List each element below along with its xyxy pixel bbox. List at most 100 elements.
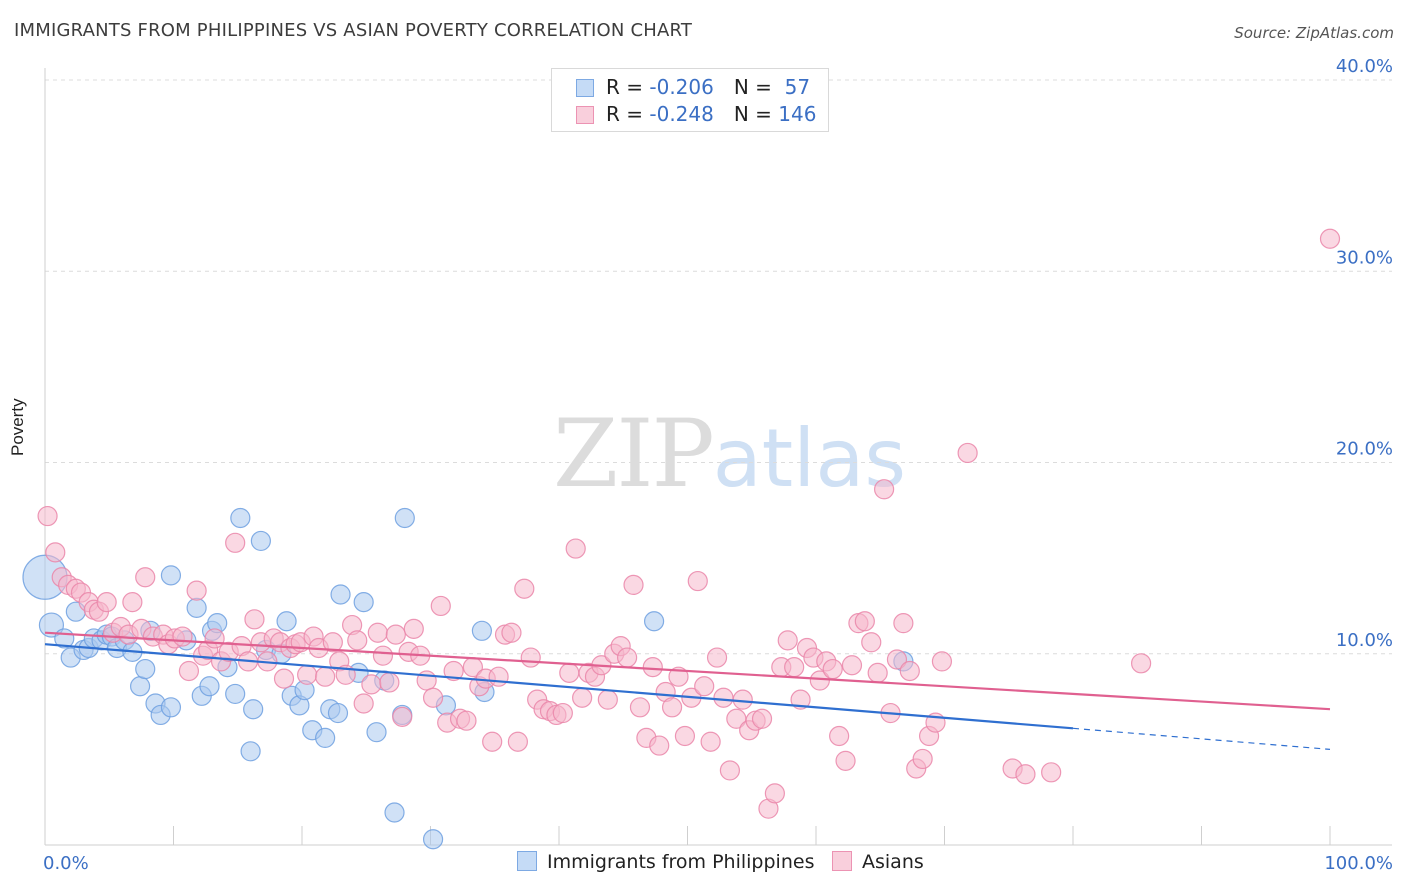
point-asians <box>1131 653 1152 674</box>
point-asians <box>874 479 895 500</box>
point-asians <box>829 725 850 747</box>
point-asians <box>315 666 336 687</box>
point-asians <box>661 697 683 718</box>
bottom-legend-asians: Asians <box>832 851 924 873</box>
point-asians <box>617 647 638 668</box>
trend-line-asians <box>44 631 1331 711</box>
point-philippines <box>230 507 251 529</box>
point-asians <box>687 570 708 592</box>
legend-r-label: R = <box>606 102 650 126</box>
point-asians <box>482 731 503 752</box>
point-asians <box>372 645 394 666</box>
y-axis-label: Poverty <box>8 398 27 456</box>
point-asians <box>713 687 734 708</box>
point-asians <box>674 725 696 747</box>
point-asians <box>899 660 920 682</box>
point-asians <box>385 624 406 645</box>
point-asians <box>347 630 368 651</box>
watermark: ZIPatlas <box>553 400 906 509</box>
point-asians <box>732 689 753 710</box>
point-philippines <box>250 530 271 552</box>
point-asians <box>893 613 914 634</box>
point-asians <box>764 783 785 804</box>
point-asians <box>629 697 651 718</box>
legend-swatch-asians <box>576 106 594 124</box>
point-asians <box>861 632 882 653</box>
point-asians <box>172 626 193 647</box>
point-asians <box>867 662 888 683</box>
point-philippines <box>327 702 349 724</box>
point-asians <box>623 574 644 596</box>
point-philippines <box>129 676 151 697</box>
point-asians <box>501 622 522 643</box>
point-asians <box>367 622 388 643</box>
legend-r-label: R = <box>606 75 650 99</box>
legend-swatch-philippines <box>576 79 594 97</box>
point-asians <box>642 657 663 678</box>
x-tick-label-max: 100.0% <box>1324 853 1393 874</box>
bottom-legend-swatch-philippines <box>517 851 537 871</box>
point-philippines <box>422 829 444 850</box>
point-philippines <box>471 620 492 641</box>
point-asians <box>430 595 451 617</box>
point-asians <box>456 710 477 731</box>
point-philippines <box>160 697 182 718</box>
point-asians <box>597 689 618 710</box>
point-philippines <box>384 802 405 823</box>
point-asians <box>244 609 265 630</box>
point-asians <box>122 592 143 613</box>
bottom-legend-label-asians: Asians <box>862 851 924 873</box>
point-asians <box>552 702 573 724</box>
legend: R = -0.206 N = 57 R = -0.248 N = 146 <box>551 68 829 132</box>
bottom-legend-label-philippines: Immigrants from Philippines <box>547 851 815 873</box>
point-philippines <box>243 699 264 720</box>
chart-title: IMMIGRANTS FROM PHILIPPINES VS ASIAN POV… <box>14 20 693 41</box>
legend-r-value: -0.248 <box>649 102 714 126</box>
point-asians <box>392 706 413 727</box>
point-asians <box>1319 228 1341 249</box>
point-asians <box>559 662 580 683</box>
point-asians <box>854 611 875 632</box>
x-tick-label-min: 0.0% <box>43 853 89 874</box>
y-tick-label: 20.0% <box>1336 439 1393 460</box>
watermark-atlas: atlas <box>712 412 907 505</box>
point-philippines <box>394 507 415 529</box>
point-asians <box>403 618 424 639</box>
point-asians <box>273 668 295 689</box>
point-asians <box>777 630 798 651</box>
point-philippines <box>225 683 246 705</box>
point-asians <box>178 660 200 682</box>
point-asians <box>443 660 464 682</box>
point-asians <box>135 567 156 588</box>
point-asians <box>565 538 586 559</box>
point-philippines <box>186 597 207 618</box>
point-asians <box>706 647 728 668</box>
point-philippines <box>366 722 387 743</box>
point-asians <box>694 676 715 697</box>
legend-n-value: 57 <box>778 75 811 99</box>
point-philippines <box>240 741 261 762</box>
y-tick-label: 10.0% <box>1336 630 1393 651</box>
point-asians <box>835 750 856 771</box>
point-asians <box>297 664 318 685</box>
point-asians <box>886 649 908 670</box>
point-asians <box>37 505 58 527</box>
point-asians <box>186 580 207 601</box>
legend-n-value: 146 <box>778 102 817 126</box>
point-asians <box>572 687 593 708</box>
point-asians <box>790 689 811 710</box>
legend-r-value: -0.206 <box>649 75 714 99</box>
trend-line-extension-philippines <box>1072 727 1331 750</box>
point-asians <box>784 657 805 678</box>
point-asians <box>668 666 689 687</box>
point-asians <box>507 731 528 752</box>
point-asians <box>322 632 343 653</box>
point-philippines <box>353 592 374 613</box>
point-asians <box>751 708 773 729</box>
point-philippines <box>160 565 182 586</box>
legend-n-label: N = <box>733 75 779 99</box>
point-asians <box>809 670 830 691</box>
legend-row-asians: R = -0.248 N = 146 <box>576 102 816 126</box>
watermark-zip: ZIP <box>553 400 715 509</box>
point-asians <box>379 672 400 693</box>
